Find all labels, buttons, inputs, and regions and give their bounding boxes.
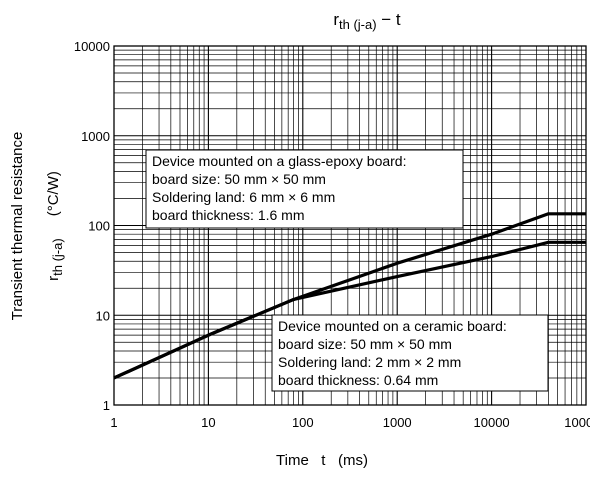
annotation-box <box>145 149 464 229</box>
annotation-line: board thickness: 0.64 mm <box>278 372 438 388</box>
y-axis-label-subscript: th (j-a) <box>50 238 65 276</box>
x-tick-label: 1 <box>110 415 117 430</box>
annotation-line: Soldering land: 2 mm × 2 mm <box>278 354 461 370</box>
annotation-ceramic: Device mounted on a ceramic board: board… <box>271 314 549 392</box>
annotation-line: Device mounted on a ceramic board: <box>278 318 507 334</box>
y-tick-label: 1000 <box>81 129 110 144</box>
x-tick-labels: 1 10 100 1000 10000 100000 <box>110 415 590 430</box>
y-axis-label: Transient thermal resistance <box>9 132 26 321</box>
annotation-line: board thickness: 1.6 mm <box>152 207 305 223</box>
y-axis-label-line2: rth (j-a) (°C/W) <box>45 171 65 281</box>
y-tick-label: 10 <box>96 308 110 323</box>
x-tick-label: 1000 <box>383 415 412 430</box>
annotation-line: Device mounted on a glass-epoxy board: <box>152 153 406 169</box>
annotation-glass-epoxy: Device mounted on a glass-epoxy board: b… <box>145 149 464 229</box>
y-tick-label: 10000 <box>74 39 110 54</box>
y-axis-label-symbol: rth (j-a) (°C/W) <box>45 171 65 281</box>
x-tick-label: 10000 <box>474 415 510 430</box>
x-axis-label: Time t (ms) <box>276 452 368 469</box>
annotation-line: board size: 50 mm × 50 mm <box>278 336 452 352</box>
x-tick-label: 100000 <box>564 415 590 430</box>
chart-title-subscript: th (j-a) <box>339 17 377 32</box>
y-axis-label-line1: Transient thermal resistance <box>9 132 26 321</box>
series-line-2 <box>113 240 586 380</box>
annotation-box <box>271 314 549 392</box>
y-axis-label-unit: (°C/W) <box>45 171 62 216</box>
chart-title-suffix: − t <box>377 10 401 29</box>
y-tick-labels: 1 10 100 1000 10000 <box>74 39 110 413</box>
x-tick-label: 10 <box>201 415 215 430</box>
chart-title-main: r <box>333 10 339 29</box>
y-tick-label: 100 <box>88 219 110 234</box>
x-tick-label: 100 <box>292 415 314 430</box>
annotation-line: Soldering land: 6 mm × 6 mm <box>152 189 335 205</box>
annotation-line: board size: 50 mm × 50 mm <box>152 171 326 187</box>
y-tick-label: 1 <box>103 398 110 413</box>
chart-title: rth (j-a) − t <box>333 10 401 32</box>
y-axis-label-main: r <box>45 276 62 281</box>
plot-frame <box>113 45 587 406</box>
series-group <box>113 212 586 380</box>
